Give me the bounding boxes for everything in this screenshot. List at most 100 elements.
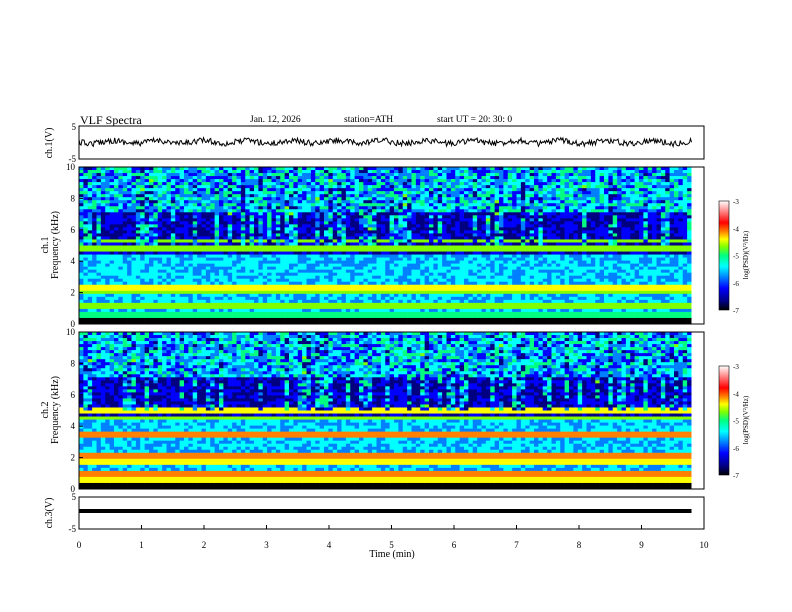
spectrogram-cell (210, 176, 215, 180)
spectrogram-cell (468, 218, 474, 222)
spectrogram-cell (446, 188, 452, 192)
spectrogram-cell (236, 260, 242, 264)
spectrogram-cell (92, 299, 97, 304)
spectrogram-cell (223, 233, 229, 237)
spectrogram-cell (267, 203, 272, 207)
spectrogram-cell (429, 251, 434, 255)
spectrogram-cell (184, 317, 189, 322)
spectrogram-cell (219, 206, 224, 210)
spectrogram-cell (262, 173, 268, 177)
spectrogram-cell (109, 287, 115, 292)
spectrogram-cell (170, 179, 176, 183)
spectrogram-cell (214, 221, 220, 225)
spectrogram-cell (372, 221, 377, 225)
spectrogram-cell (306, 305, 312, 310)
spectrogram-cell (350, 188, 355, 192)
spectrogram-cell (149, 206, 154, 210)
spectrogram-cell (122, 194, 128, 198)
spectrogram-cell (170, 311, 176, 316)
spectrogram-cell (345, 182, 351, 186)
spectrogram-cell (468, 197, 474, 201)
spectrogram-cell (354, 188, 360, 192)
spectrogram-cell (240, 254, 246, 258)
spectrogram-cell (135, 281, 141, 286)
spectrogram-cell (153, 218, 159, 222)
spectrogram-cell (205, 320, 211, 325)
spectrogram-cell (201, 266, 207, 270)
spectrogram-cell (157, 299, 163, 304)
spectrogram-cell (411, 308, 417, 313)
spectrogram-cell (149, 287, 154, 292)
spectrogram-cell (170, 245, 176, 249)
spectrogram-cell (376, 284, 382, 289)
spectrogram-cell (144, 314, 150, 319)
spectrogram-cell (310, 308, 316, 313)
spectrogram-cell (192, 275, 198, 280)
spectrogram-cell (472, 239, 478, 243)
spectrogram-cell (162, 245, 167, 249)
spectrogram-cell (109, 308, 115, 313)
spectrogram-cell (83, 302, 89, 307)
spectrogram-cell (245, 224, 250, 228)
spectrogram-cell (324, 317, 329, 322)
spectrogram-cell (258, 284, 264, 289)
spectrogram-cell (350, 227, 355, 231)
spectrogram-cell (271, 200, 277, 204)
spectrogram-cell (92, 260, 97, 264)
spectrogram-cell (494, 296, 500, 301)
ch1-spectrogram (79, 167, 704, 325)
spectrogram-cell (341, 299, 347, 304)
spectrogram-cell (468, 206, 474, 210)
spectrogram-cell (149, 308, 154, 313)
spectrogram-cell (205, 287, 211, 292)
spectrogram-cell (437, 173, 443, 177)
spectrogram-cell (398, 245, 404, 249)
spectrogram-cell (402, 290, 408, 295)
spectrogram-cell (240, 236, 246, 240)
spectrogram-cell (271, 272, 277, 276)
spectrogram-cell (415, 188, 421, 192)
spectrogram-cell (315, 221, 320, 225)
spectrogram-cell (188, 266, 194, 270)
spectrogram-cell (354, 239, 360, 243)
spectrogram-cell (394, 215, 399, 219)
spectrogram-cell (289, 281, 294, 286)
spectrogram-cell (450, 314, 456, 319)
spectrogram-cell (350, 194, 355, 198)
spectrogram-cell (240, 290, 246, 295)
spectrogram-cell (402, 278, 408, 283)
spectrogram-cell (249, 278, 255, 283)
spectrogram-cell (83, 236, 89, 240)
spectrogram-cell (249, 203, 255, 207)
spectrogram-cell (407, 236, 412, 240)
spectrogram-cell (429, 227, 434, 231)
spectrogram-cell (188, 272, 194, 276)
spectrogram-cell (442, 275, 447, 280)
spectrogram-cell (267, 290, 272, 295)
spectrogram-cell (170, 260, 176, 264)
spectrogram-cell (297, 242, 303, 246)
spectrogram-cell (122, 269, 128, 273)
spectrogram-cell (345, 287, 351, 292)
spectrogram-cell (472, 266, 478, 270)
spectrogram-cell (363, 167, 369, 171)
spectrogram-cell (240, 302, 246, 307)
spectrogram-cell (446, 266, 452, 270)
spectrogram-cell (275, 167, 281, 171)
spectrogram-cell (236, 272, 242, 276)
spectrogram-cell (490, 230, 495, 234)
spectrogram-cell (105, 284, 110, 289)
spectrogram-cell (332, 239, 338, 243)
spectrogram-cell (166, 173, 172, 177)
spectrogram-cell (494, 233, 500, 237)
spectrogram-cell (122, 221, 128, 225)
spectrogram-cell (280, 281, 285, 286)
spectrogram-cell (411, 293, 417, 298)
spectrogram-cell (280, 293, 285, 298)
spectrogram-cell (450, 287, 456, 292)
spectrogram-cell (135, 236, 141, 240)
spectrogram-cell (197, 314, 202, 319)
spectrogram-cell (210, 308, 215, 313)
spectrogram-cell (442, 302, 447, 307)
spectrogram-cell (477, 278, 482, 283)
